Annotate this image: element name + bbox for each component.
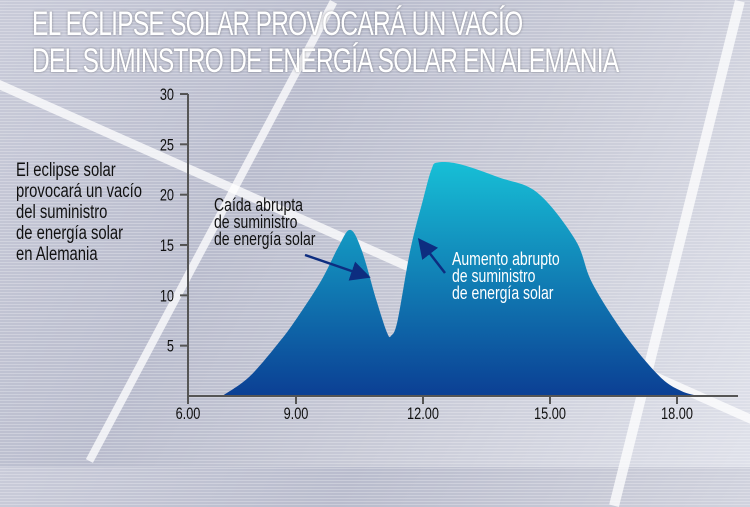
side-caption-line: provocará un vacío — [16, 181, 143, 202]
annotation-line: de energía solar — [452, 283, 554, 303]
title-line-1: EL ECLIPSE SOLAR PROVOCARÁ UN VACÍO — [32, 5, 523, 43]
series-area — [222, 162, 699, 396]
y-tick-label: 15 — [160, 236, 174, 255]
side-caption: El eclipse solar provocará un vacío del … — [16, 160, 142, 265]
y-tick-label: 25 — [160, 136, 174, 155]
x-tick-label: 6.00 — [176, 404, 201, 423]
annotation-line: de suministro — [452, 266, 536, 286]
side-caption-line: El eclipse solar — [16, 160, 116, 181]
annotation-line: de energía solar — [214, 229, 316, 249]
title-line-2: DEL SUMINSTRO DE ENERGÍA SOLAR EN ALEMAN… — [32, 42, 619, 80]
x-tick-label: 18.00 — [661, 404, 693, 423]
drop-annotation: Caída abrupta de suministro de energía s… — [214, 195, 316, 249]
side-caption-line: de energía solar — [16, 223, 124, 244]
annotation-line: Caída abrupta — [214, 195, 303, 215]
x-tick-label: 9.00 — [284, 404, 309, 423]
side-caption-line: en Alemania — [16, 244, 98, 265]
y-tick-label: 30 — [160, 85, 174, 104]
annotation-line: de suministro — [214, 212, 298, 232]
drop-arrow — [304, 253, 371, 281]
page-title: EL ECLIPSE SOLAR PROVOCARÁ UN VACÍO DEL … — [32, 5, 619, 80]
area-chart: 5 10 15 20 25 30 6.00 9.00 12.00 15.00 18.00 — [160, 85, 738, 424]
x-tick-label: 15.00 — [534, 404, 566, 423]
annotation-line: Aumento abrupto — [452, 249, 560, 269]
rise-arrow — [417, 238, 446, 274]
y-tick-label: 20 — [160, 186, 174, 205]
y-tick-label: 5 — [167, 337, 174, 356]
side-caption-line: del suministro — [16, 202, 108, 223]
x-tick-label: 12.00 — [407, 404, 439, 423]
y-tick-label: 10 — [160, 287, 174, 306]
rise-annotation: Aumento abrupto de suministro de energía… — [452, 249, 560, 303]
